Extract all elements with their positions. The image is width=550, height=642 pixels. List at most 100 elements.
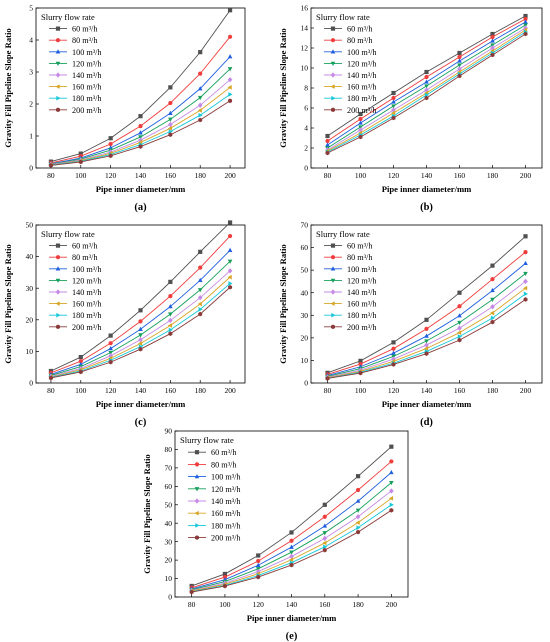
y-tick-label: 10	[301, 356, 309, 365]
legend: Slurry flow rate 60 m³/h 80 m³/h 100 m³/h 12…	[316, 12, 377, 115]
chart-panel-a: 80 100 120 140 160 180 200 0 1 2 3 4 5 Pipe inner dia…	[3, 4, 246, 213]
data-point	[389, 488, 394, 494]
x-tick-label: 140	[421, 171, 433, 180]
x-tick-label: 80	[47, 171, 55, 180]
legend-label: 140 m³/h	[72, 71, 102, 80]
data-point	[198, 265, 203, 270]
data-point	[358, 111, 363, 117]
data-point	[424, 95, 429, 101]
legend-label: 160 m³/h	[347, 83, 377, 92]
data-point	[358, 116, 363, 122]
legend-marker	[330, 289, 336, 295]
data-point	[389, 459, 394, 464]
legend-label: 100 m³/h	[72, 48, 102, 57]
data-point	[358, 358, 363, 363]
data-point	[523, 31, 528, 37]
x-tick-label: 180	[487, 386, 499, 395]
chart-panel-b: 80 100 120 140 160 180 200 0 2 4 6 8 10 12 14 16 Pipe in…	[278, 4, 543, 213]
x-tick-label: 180	[352, 600, 364, 609]
data-point	[457, 66, 462, 72]
data-point	[489, 310, 495, 316]
legend-marker	[195, 523, 200, 528]
legend-marker	[55, 289, 61, 295]
data-point	[289, 550, 294, 555]
y-tick-label: 0	[304, 379, 308, 388]
data-point	[197, 95, 203, 101]
chart-panel-e: 80 100 120 140 160 180 200 0 10 20 30 40 50 60 70 80 90 P…	[142, 427, 409, 642]
data-point	[168, 110, 173, 115]
data-point	[227, 268, 233, 274]
legend-marker	[330, 84, 335, 89]
y-tick-label: 20	[165, 556, 173, 565]
panel-label: (c)	[135, 417, 147, 428]
legend-marker	[55, 84, 60, 89]
series-7	[325, 31, 528, 156]
data-point	[523, 271, 528, 277]
x-tick-label: 200	[520, 171, 532, 180]
legend-label: 60 m³/h	[72, 25, 97, 34]
legend-marker	[56, 312, 61, 318]
data-point	[391, 362, 396, 367]
legend-title: Slurry flow rate	[316, 229, 370, 239]
data-point	[523, 297, 528, 302]
legend: Slurry flow rate 60 m³/h 80 m³/h 100 m³/h 12…	[41, 12, 102, 115]
legend-title: Slurry flow rate	[41, 12, 95, 22]
data-point	[424, 74, 429, 80]
data-point	[78, 354, 83, 360]
legend-label: 160 m³/h	[211, 509, 241, 518]
series-7	[48, 98, 233, 168]
legend-label: 60 m³/h	[72, 242, 97, 251]
data-point	[358, 120, 363, 125]
data-point	[227, 85, 232, 90]
data-point	[457, 325, 462, 331]
x-tick-label: 140	[421, 386, 433, 395]
series-line	[50, 79, 231, 165]
x-tick-label: 200	[224, 171, 236, 180]
data-point	[137, 140, 143, 145]
legend-marker	[331, 312, 336, 318]
plot-frame	[310, 224, 543, 384]
data-point	[197, 108, 202, 113]
series-7	[325, 297, 528, 381]
y-tick-label: 80	[165, 445, 173, 454]
data-point	[457, 337, 462, 343]
data-point	[424, 317, 429, 322]
x-tick-label: 100	[355, 171, 367, 180]
data-point	[457, 50, 462, 56]
data-point	[322, 540, 327, 546]
y-axis-title: Gravity Fill Pipeline Slope Ratio	[278, 28, 288, 147]
y-tick-label: 5	[29, 4, 33, 13]
data-point	[389, 480, 394, 486]
data-point	[322, 531, 328, 536]
legend-marker	[330, 266, 336, 271]
data-point	[490, 287, 495, 293]
data-point	[168, 132, 173, 138]
legend-label: 120 m³/h	[347, 59, 377, 68]
data-point	[490, 303, 495, 310]
data-point	[198, 50, 203, 55]
x-tick-label: 120	[105, 171, 117, 180]
data-point	[168, 294, 173, 299]
data-point	[358, 134, 363, 140]
data-point	[289, 530, 294, 535]
data-point	[523, 19, 528, 24]
data-point	[424, 333, 429, 338]
data-point	[197, 277, 203, 282]
x-tick-label: 120	[253, 600, 265, 609]
data-point	[189, 589, 194, 595]
legend-label: 120 m³/h	[72, 276, 102, 285]
x-axis-title: Pipe inner diameter/mm	[96, 184, 186, 194]
data-point	[389, 502, 394, 508]
data-point	[168, 85, 173, 90]
y-tick-label: 20	[26, 315, 34, 324]
x-tick-label: 140	[286, 600, 298, 609]
x-axis-title: Pipe inner diameter/mm	[382, 399, 472, 409]
data-point	[424, 87, 429, 93]
legend-marker	[330, 49, 336, 54]
data-point	[168, 317, 173, 324]
plot-frame	[35, 224, 246, 384]
data-point	[523, 16, 528, 22]
data-point	[457, 320, 462, 326]
data-point	[424, 342, 429, 348]
